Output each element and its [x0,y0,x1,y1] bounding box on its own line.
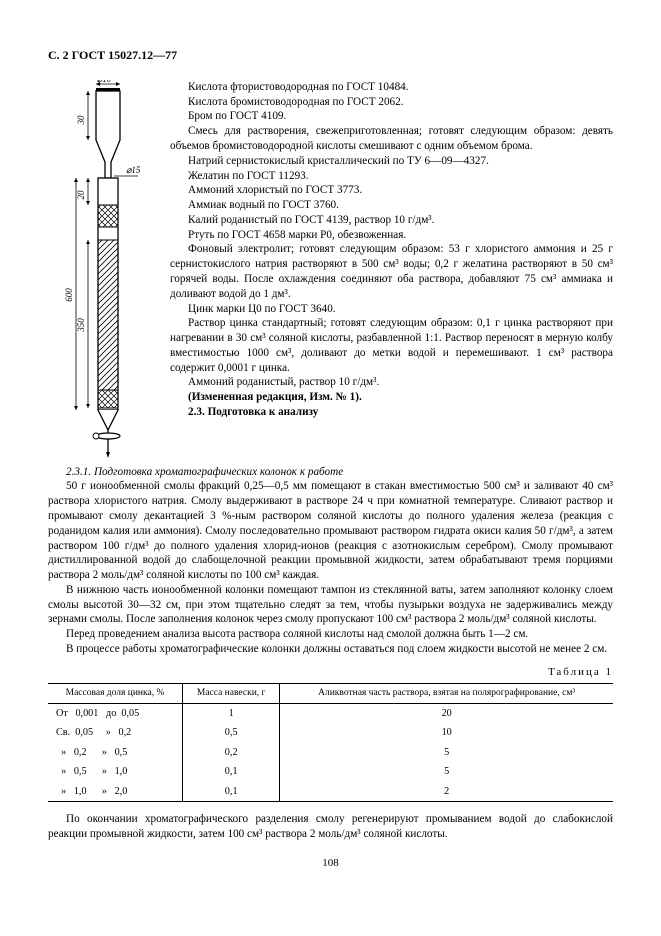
text-beside-figure: Кислота фтористоводородная по ГОСТ 10484… [170,80,613,463]
table-row: » 0,2 » 0,50,25 [48,743,613,762]
page-number: 108 [48,856,613,871]
para: Фоновый электролит; готовят следующим об… [170,242,613,301]
table-header: Аликвотная часть раствора, взятая на пол… [280,684,613,704]
label-d15: ⌀15 [126,165,141,175]
label-30: 30 [76,115,86,126]
cell-mass: 0,2 [183,743,280,762]
para: Аммиак водный по ГОСТ 3760. [170,198,613,213]
cell-mass: 0,5 [183,723,280,742]
para: Перед проведением анализа высота раствор… [48,627,613,642]
para: По окончании хроматографического разделе… [48,812,613,842]
cell-range: » 0,5 » 1,0 [48,762,183,781]
label-20: 20 [76,190,86,200]
cell-mass: 0,1 [183,762,280,781]
para: Смесь для растворения, свежеприготовленн… [170,124,613,154]
subheading-231: 2.3.1. Подготовка хроматографических кол… [48,465,613,480]
label-350: 350 [76,318,86,333]
page-header: С. 2 ГОСТ 15027.12—77 [48,48,613,64]
para: В нижнюю часть ионообменной колонки поме… [48,583,613,627]
page: С. 2 ГОСТ 15027.12—77 [0,0,661,936]
cell-aliquot: 10 [280,723,613,742]
para: Аммоний роданистый, раствор 10 г/дм³. [170,375,613,390]
para: Кислота фтористоводородная по ГОСТ 10484… [170,80,613,95]
para-bold: 2.3. Подготовка к анализу [170,405,613,420]
column-figure-container: ⌀10 30 ⌀15 20 [48,80,156,463]
cell-range: Св. 0,05 » 0,2 [48,723,183,742]
para: Ртуть по ГОСТ 4658 марки Р0, обезвоженна… [170,228,613,243]
after-table-text: По окончании хроматографического разделе… [48,812,613,842]
para: Кислота бромистоводородная по ГОСТ 2062. [170,95,613,110]
cell-range: » 0,2 » 0,5 [48,743,183,762]
table-row: Св. 0,05 » 0,20,510 [48,723,613,742]
cell-range: От 0,001 до 0,05 [48,703,183,723]
cell-aliquot: 20 [280,703,613,723]
para: В процессе работы хроматографические кол… [48,642,613,657]
cell-range: » 1,0 » 2,0 [48,782,183,802]
cell-aliquot: 2 [280,782,613,802]
label-d10: ⌀10 [97,80,112,84]
column-figure: ⌀10 30 ⌀15 20 [48,80,156,458]
cell-aliquot: 5 [280,762,613,781]
para: Аммоний хлористый по ГОСТ 3773. [170,183,613,198]
table-row: » 1,0 » 2,00,12 [48,782,613,802]
para: Натрий сернистокислый кристаллический по… [170,154,613,169]
para: Раствор цинка стандартный; готовят следу… [170,316,613,375]
body-columns: ⌀10 30 ⌀15 20 [48,80,613,463]
full-width-text: 2.3.1. Подготовка хроматографических кол… [48,465,613,657]
para: Цинк марки Ц0 по ГОСТ 3640. [170,302,613,317]
para-bold: (Измененная редакция, Изм. № 1). [170,390,613,405]
label-600: 600 [64,288,74,302]
para: Бром по ГОСТ 4109. [170,109,613,124]
table-row: » 0,5 » 1,00,15 [48,762,613,781]
para: Желатин по ГОСТ 11293. [170,169,613,184]
table-row: От 0,001 до 0,05120 [48,703,613,723]
table-caption: Таблица 1 [48,665,613,680]
para: Калий роданистый по ГОСТ 4139, раствор 1… [170,213,613,228]
table-header: Масса навески, г [183,684,280,704]
cell-mass: 1 [183,703,280,723]
para: 50 г ионообменной смолы фракций 0,25—0,5… [48,479,613,582]
data-table: Массовая доля цинка, % Масса навески, г … [48,683,613,802]
table-header: Массовая доля цинка, % [48,684,183,704]
cell-aliquot: 5 [280,743,613,762]
cell-mass: 0,1 [183,782,280,802]
